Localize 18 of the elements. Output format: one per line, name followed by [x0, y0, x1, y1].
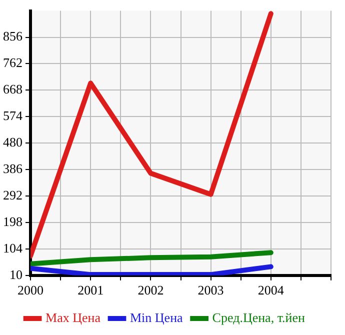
- x-tick-label: 2000: [18, 282, 44, 298]
- y-tick-label: 104: [3, 240, 23, 256]
- legend-label: Сред.Цена, т.йен: [212, 310, 306, 325]
- x-tick-label: 2004: [258, 282, 284, 298]
- y-tick-label: 292: [3, 187, 22, 202]
- y-tick-label: 856: [3, 28, 23, 44]
- x-tick-label: 2003: [198, 282, 224, 298]
- legend-label: Max Цена: [46, 310, 101, 325]
- y-tick-label: 386: [3, 160, 23, 176]
- x-tick-label: 2002: [138, 282, 164, 298]
- legend-label: Min Цена: [130, 310, 184, 325]
- y-tick-label: 668: [3, 82, 22, 97]
- y-tick-label: 762: [3, 55, 22, 70]
- x-tick-label: 2001: [78, 282, 104, 298]
- y-tick-label: 480: [3, 134, 22, 150]
- y-tick-label: 10: [10, 266, 22, 282]
- y-tick-label: 198: [3, 214, 22, 229]
- y-tick-label: 574: [3, 108, 23, 124]
